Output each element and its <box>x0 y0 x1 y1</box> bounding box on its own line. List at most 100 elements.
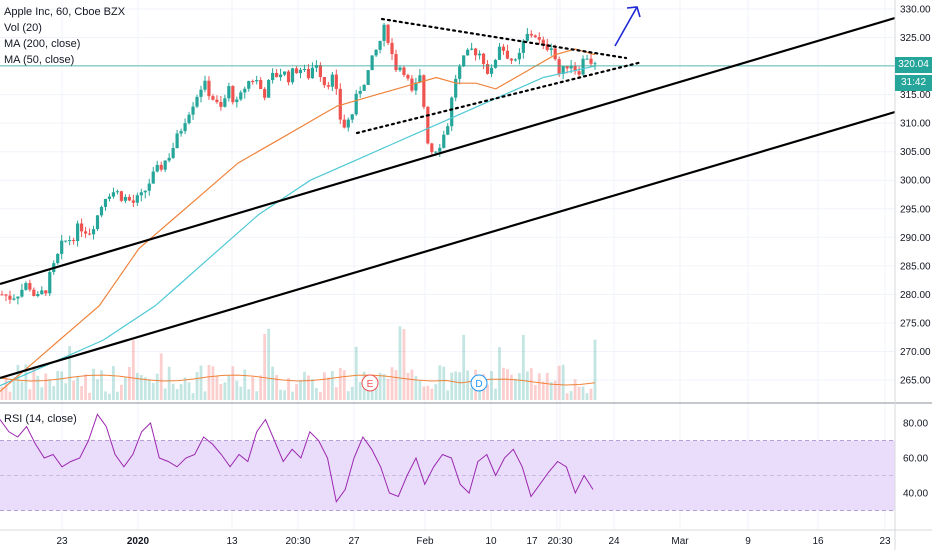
volume-bar <box>227 375 231 400</box>
volume-bar <box>311 379 314 400</box>
volume-bar <box>422 386 426 400</box>
triangle-lower-line[interactable] <box>355 60 644 135</box>
channel-lower-line[interactable] <box>0 110 896 380</box>
volume-bar <box>72 380 76 400</box>
event-marker-circle <box>470 374 488 392</box>
volume-bar <box>183 377 187 400</box>
volume-bar <box>330 371 334 400</box>
volume-bar <box>235 380 239 400</box>
event-marker-e[interactable]: E <box>361 374 379 392</box>
candle-body <box>450 97 454 127</box>
volume-bar <box>24 364 28 400</box>
volume-bar <box>494 388 497 400</box>
rsi-axis[interactable]: 80.00 60.00 40.00 <box>903 419 928 500</box>
volume-bar <box>131 340 135 400</box>
volume-bar <box>191 393 195 400</box>
volume-bar <box>565 393 569 400</box>
time-tick-label: 17 <box>526 536 538 547</box>
time-tick-label: 16 <box>812 536 824 547</box>
candle-body <box>581 58 585 75</box>
volume-bar <box>8 391 12 400</box>
candle-body <box>573 65 577 72</box>
volume-bar <box>466 370 470 400</box>
volume-bar <box>163 388 167 400</box>
volume-bar <box>506 369 509 400</box>
candle-body <box>406 75 410 79</box>
volume-bar <box>589 388 593 400</box>
candle-body <box>442 134 446 148</box>
candle-body <box>247 81 251 89</box>
candle-body <box>275 72 279 78</box>
candle-body <box>40 290 44 295</box>
volume-bar <box>88 392 91 400</box>
volume-bar <box>426 385 430 400</box>
volume-bar <box>36 375 40 400</box>
volume-bar <box>446 390 450 400</box>
volume-bar <box>215 376 219 400</box>
rsi-tick-label: 40.00 <box>903 489 928 500</box>
volume-bar <box>533 385 537 400</box>
candle-body <box>454 78 458 98</box>
candle-body <box>565 66 569 69</box>
up-arrow-icon[interactable] <box>614 6 641 47</box>
channel-upper-line[interactable] <box>0 16 896 286</box>
volume-bar <box>211 366 215 400</box>
volume-bar <box>470 387 474 400</box>
volume-bar <box>76 376 80 400</box>
volume-bar <box>135 372 139 400</box>
candle-body <box>354 93 358 115</box>
candle-body <box>24 283 28 290</box>
candle-body <box>342 119 346 128</box>
time-axis[interactable]: 23 2020 13 20:30 27 Feb 10 17 20:30 24 Mar 9 16 23 <box>56 536 891 547</box>
candle-body <box>159 164 163 170</box>
candle-body <box>481 53 486 64</box>
volume-bar <box>378 372 382 400</box>
volume-bar <box>56 371 60 400</box>
volume-bar <box>44 373 48 400</box>
time-tick-label: 2020 <box>127 536 150 547</box>
candle-body <box>72 240 76 242</box>
volume-bar <box>390 367 394 400</box>
volume-bar <box>454 371 458 400</box>
event-marker-d[interactable]: D <box>470 374 488 392</box>
candle-body <box>322 76 326 86</box>
candle-body <box>302 68 307 70</box>
volume-bar <box>219 383 223 400</box>
candle-body <box>127 196 131 201</box>
candle-body <box>76 223 80 242</box>
volume-bar <box>370 387 374 400</box>
candle-body <box>16 296 20 299</box>
candle-body <box>474 48 478 56</box>
candle-body <box>48 272 52 294</box>
triangle-upper-line[interactable] <box>380 17 628 60</box>
candle-body <box>462 55 466 67</box>
candle-body <box>115 191 120 193</box>
candle-body <box>12 298 16 300</box>
volume-bar <box>350 386 354 400</box>
time-tick-label: 13 <box>226 536 238 547</box>
volume-bar <box>374 379 378 400</box>
candle-body <box>505 50 510 59</box>
candle-body <box>135 195 139 203</box>
volume-bar <box>40 387 44 400</box>
volume-bar <box>267 328 271 400</box>
volume-bar <box>243 369 247 400</box>
volume-ma-line <box>0 374 596 386</box>
candle-body <box>83 231 88 234</box>
volume-bar <box>402 329 406 400</box>
candle-body <box>521 40 525 53</box>
time-tick-label: 10 <box>485 536 497 547</box>
price-axis[interactable]: 330.00325.00320.00315.00310.00305.00300.… <box>900 5 931 387</box>
volume-bar <box>255 391 259 400</box>
candle-body <box>0 294 4 296</box>
volume-bar <box>529 368 533 400</box>
candle-body <box>151 171 155 184</box>
price-tick-label: 305.00 <box>900 147 931 158</box>
volume-bar <box>80 386 83 400</box>
candle-body <box>577 71 581 75</box>
candle-body <box>211 96 215 100</box>
candle-body <box>179 131 183 134</box>
candle-body <box>147 183 151 191</box>
